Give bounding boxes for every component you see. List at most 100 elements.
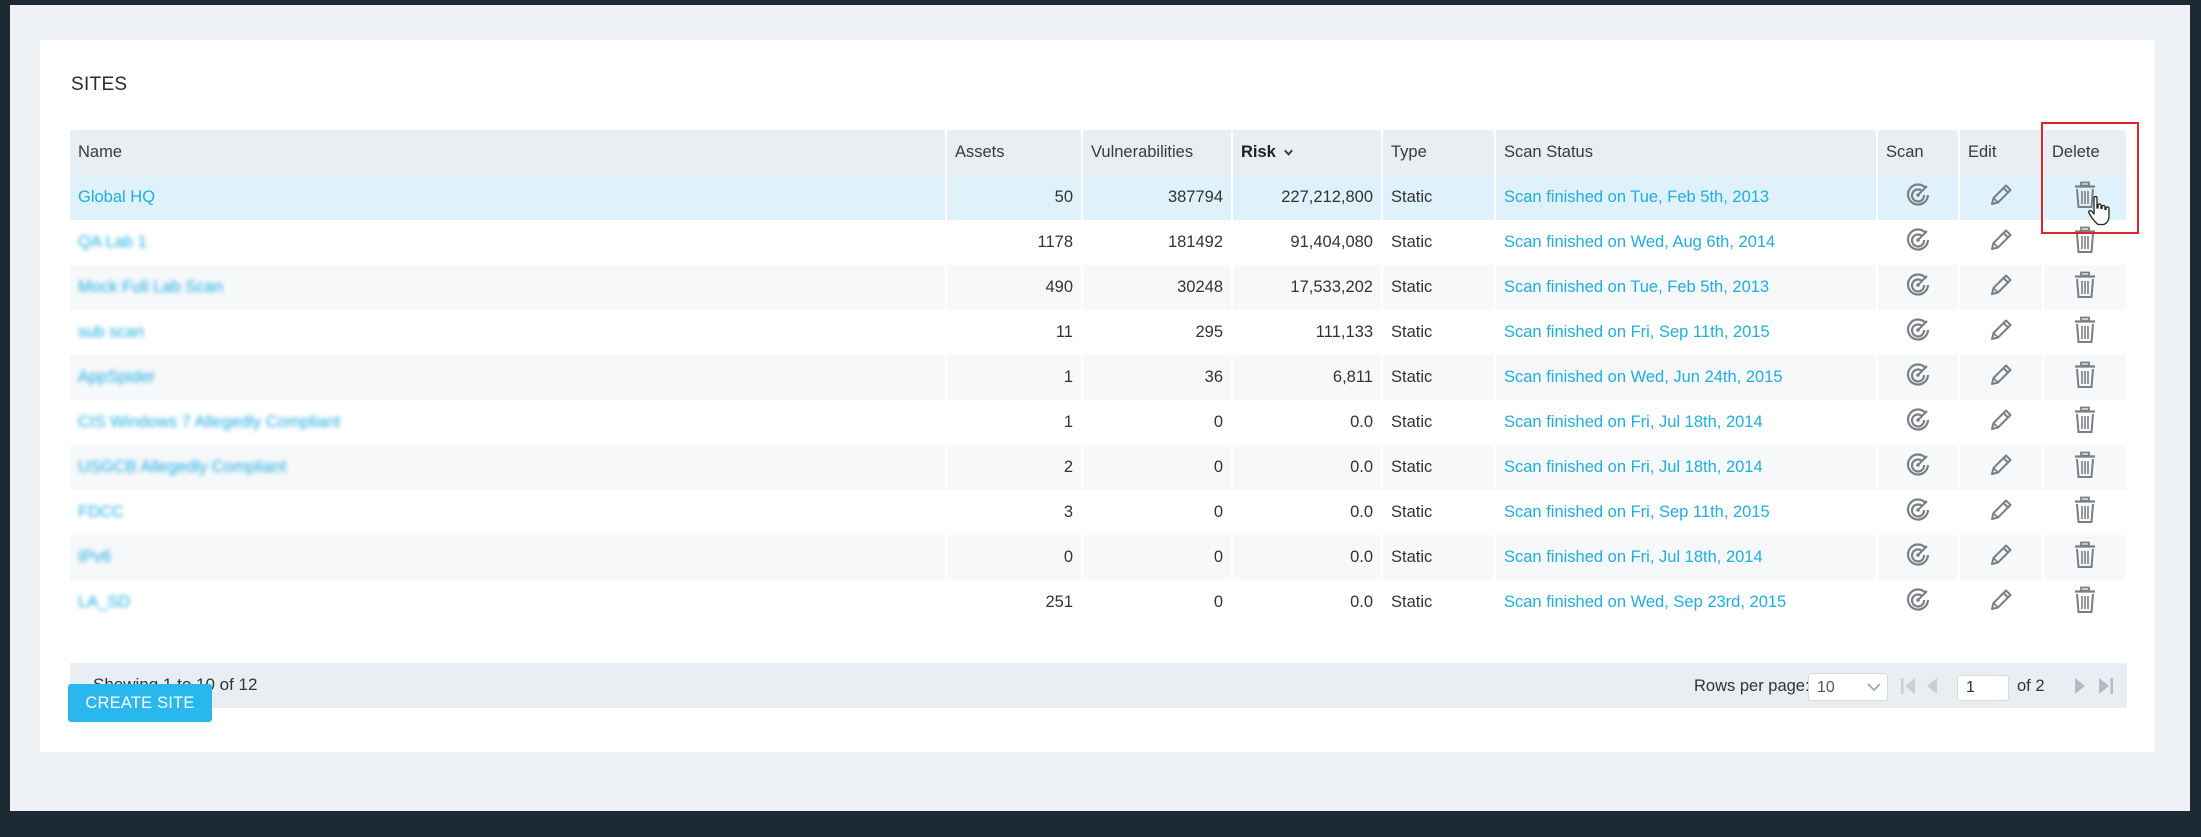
last-page-icon[interactable]: [2098, 677, 2114, 695]
rows-per-page-select[interactable]: 10: [1808, 673, 1888, 701]
scan-button[interactable]: [1877, 490, 1960, 535]
scan-button[interactable]: [1877, 535, 1960, 580]
assets-cell: 50: [946, 175, 1083, 220]
edit-button[interactable]: [1959, 490, 2044, 535]
assets-cell: 1: [946, 355, 1083, 400]
site-name-link[interactable]: sub scan: [78, 323, 145, 341]
site-name-link[interactable]: Mock Full Lab Scan: [78, 278, 223, 296]
edit-button[interactable]: [1959, 400, 2044, 445]
trash-icon: [2075, 316, 2095, 343]
delete-button[interactable]: [2043, 400, 2128, 445]
site-name-link[interactable]: USGCB Allegedly Compliant: [78, 458, 287, 476]
site-name-link[interactable]: FDCC: [78, 503, 124, 521]
scan-button[interactable]: [1877, 445, 1960, 490]
delete-button[interactable]: [2043, 580, 2128, 625]
scan-button[interactable]: [1877, 310, 1960, 355]
delete-button[interactable]: [2043, 310, 2128, 355]
scan-status-link[interactable]: Scan finished on Fri, Jul 18th, 2014: [1495, 400, 1878, 445]
scan-status-link[interactable]: Scan finished on Tue, Feb 5th, 2013: [1495, 265, 1878, 310]
column-header-name[interactable]: Name: [70, 130, 947, 175]
delete-column-highlight: [2041, 122, 2139, 234]
column-header-vulnerabilities[interactable]: Vulnerabilities: [1082, 130, 1233, 175]
delete-button[interactable]: [2043, 490, 2128, 535]
delete-button[interactable]: [2043, 445, 2128, 490]
edit-button[interactable]: [1959, 445, 2044, 490]
table-row[interactable]: AppSpider 1 36 6,811 Static Scan finished on …: [70, 355, 2128, 400]
page-number-input[interactable]: 1: [1957, 675, 2009, 701]
edit-button[interactable]: [1959, 310, 2044, 355]
sites-panel: SITES Name Assets Vulnerabilities Risk T…: [40, 40, 2155, 752]
scan-button[interactable]: [1877, 400, 1960, 445]
table-row[interactable]: Mock Full Lab Scan 490 30248 17,533,202 Stat…: [70, 265, 2128, 310]
delete-button[interactable]: [2043, 355, 2128, 400]
table-row[interactable]: QA Lab 1 1178 181492 91,404,080 Static Scan f…: [70, 220, 2128, 265]
scan-target-icon: [1906, 543, 1930, 566]
trash-icon: [2075, 181, 2095, 208]
column-header-risk[interactable]: Risk: [1232, 130, 1383, 175]
assets-cell: 11: [946, 310, 1083, 355]
edit-button[interactable]: [1959, 580, 2044, 625]
edit-button[interactable]: [1959, 535, 2044, 580]
vulnerabilities-cell: 181492: [1082, 220, 1233, 265]
delete-button[interactable]: [2043, 535, 2128, 580]
scan-button[interactable]: [1877, 265, 1960, 310]
pencil-icon: [1991, 229, 2012, 250]
edit-button[interactable]: [1959, 220, 2044, 265]
column-header-scan: Scan: [1877, 130, 1960, 175]
site-name-cell: Global HQ: [70, 175, 947, 220]
delete-button[interactable]: [2043, 265, 2128, 310]
table-row[interactable]: LA_SD 251 0 0.0 Static Scan finished on Wed, …: [70, 580, 2128, 625]
type-cell: Static: [1382, 445, 1496, 490]
vulnerabilities-cell: 0: [1082, 445, 1233, 490]
next-page-icon[interactable]: [2074, 677, 2086, 695]
table-row[interactable]: IPv6 0 0 0.0 Static Scan finished on Fri, Jul…: [70, 535, 2128, 580]
column-header-risk-label: Risk: [1241, 143, 1276, 161]
site-name-link[interactable]: LA_SD: [78, 593, 131, 611]
pencil-icon: [1991, 454, 2012, 475]
scan-status-link[interactable]: Scan finished on Tue, Feb 5th, 2013: [1495, 175, 1878, 220]
edit-button[interactable]: [1959, 265, 2044, 310]
edit-button[interactable]: [1959, 355, 2044, 400]
first-page-icon[interactable]: [1900, 677, 1916, 695]
table-row[interactable]: FDCC 3 0 0.0 Static Scan finished on Fri, Sep…: [70, 490, 2128, 535]
delete-button[interactable]: [2043, 175, 2128, 220]
type-cell: Static: [1382, 580, 1496, 625]
scan-status-link[interactable]: Scan finished on Wed, Sep 23rd, 2015: [1495, 580, 1878, 625]
scan-status-link[interactable]: Scan finished on Fri, Sep 11th, 2015: [1495, 490, 1878, 535]
site-name-link[interactable]: CIS Windows 7 Allegedly Compliant: [78, 413, 341, 431]
scan-button[interactable]: [1877, 220, 1960, 265]
vulnerabilities-cell: 0: [1082, 580, 1233, 625]
assets-cell: 0: [946, 535, 1083, 580]
trash-icon: [2075, 541, 2095, 568]
table-row[interactable]: sub scan 11 295 111,133 Static Scan finished …: [70, 310, 2128, 355]
scan-button[interactable]: [1877, 355, 1960, 400]
site-name-link[interactable]: QA Lab 1: [78, 233, 147, 251]
risk-cell: 0.0: [1232, 400, 1383, 445]
scan-status-link[interactable]: Scan finished on Wed, Jun 24th, 2015: [1495, 355, 1878, 400]
table-row[interactable]: Global HQ 50 387794 227,212,800 Static Scan f…: [70, 175, 2128, 220]
edit-button[interactable]: [1959, 175, 2044, 220]
column-header-scan-status[interactable]: Scan Status: [1495, 130, 1878, 175]
risk-cell: 0.0: [1232, 580, 1383, 625]
risk-cell: 111,133: [1232, 310, 1383, 355]
column-header-assets[interactable]: Assets: [946, 130, 1083, 175]
table-row[interactable]: USGCB Allegedly Compliant 2 0 0.0 Static Scan…: [70, 445, 2128, 490]
pencil-icon: [1991, 409, 2012, 430]
scan-status-link[interactable]: Scan finished on Fri, Jul 18th, 2014: [1495, 445, 1878, 490]
scan-status-link[interactable]: Scan finished on Fri, Sep 11th, 2015: [1495, 310, 1878, 355]
vulnerabilities-cell: 0: [1082, 400, 1233, 445]
site-name-link[interactable]: AppSpider: [78, 368, 156, 386]
site-name-cell: CIS Windows 7 Allegedly Compliant: [70, 400, 947, 445]
site-name-link[interactable]: IPv6: [78, 548, 112, 566]
prev-page-icon[interactable]: [1926, 677, 1938, 695]
scan-button[interactable]: [1877, 580, 1960, 625]
scan-status-link[interactable]: Scan finished on Fri, Jul 18th, 2014: [1495, 535, 1878, 580]
type-cell: Static: [1382, 490, 1496, 535]
delete-button[interactable]: [2043, 220, 2128, 265]
scan-status-link[interactable]: Scan finished on Wed, Aug 6th, 2014: [1495, 220, 1878, 265]
create-site-button[interactable]: CREATE SITE: [68, 684, 212, 722]
scan-button[interactable]: [1877, 175, 1960, 220]
column-header-type[interactable]: Type: [1382, 130, 1496, 175]
table-row[interactable]: CIS Windows 7 Allegedly Compliant 1 0 0.0 St…: [70, 400, 2128, 445]
site-name-link[interactable]: Global HQ: [78, 188, 156, 206]
